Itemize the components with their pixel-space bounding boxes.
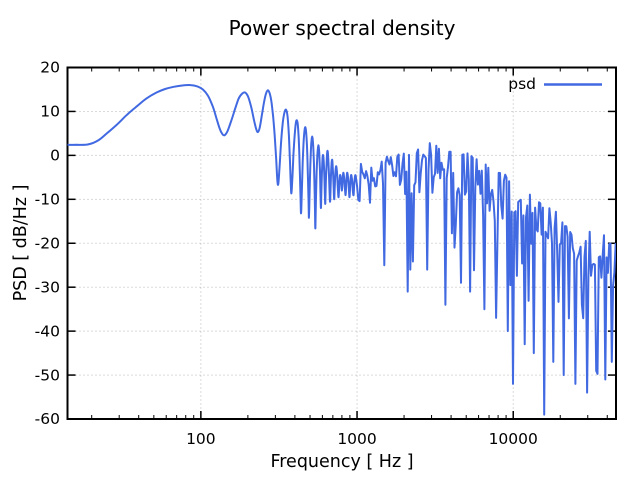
y-tick-label: -10 — [35, 191, 60, 209]
x-tick-label: 1000 — [337, 430, 376, 448]
y-tick-label: -20 — [35, 234, 60, 252]
legend-psd-label: psd — [508, 75, 536, 93]
x-axis-label: Frequency [ Hz ] — [270, 452, 414, 472]
x-tick-label: 100 — [186, 430, 216, 448]
chart-title: Power spectral density — [228, 16, 456, 40]
y-tick-label: 10 — [40, 103, 60, 121]
y-tick-label: -30 — [35, 278, 60, 296]
y-tick-label: 20 — [40, 59, 60, 77]
y-tick-label: -40 — [35, 322, 60, 340]
x-tick-label: 10000 — [489, 430, 538, 448]
y-tick-label: -50 — [35, 366, 60, 384]
psd-curve — [67, 84, 616, 416]
y-tick-label: 0 — [50, 147, 60, 165]
y-tick-label: -60 — [35, 410, 60, 428]
